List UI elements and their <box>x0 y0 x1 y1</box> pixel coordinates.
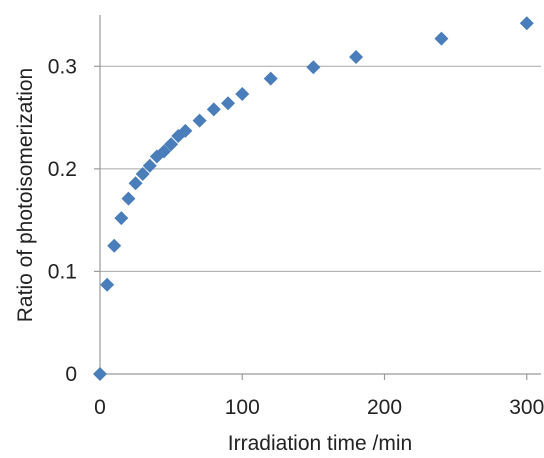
y-axis-ticks: 0 0.1 0.2 0.3 <box>48 55 100 386</box>
data-point <box>142 158 157 173</box>
data-point <box>235 86 250 101</box>
y-tick-label: 0.3 <box>48 55 77 78</box>
y-tick-label: 0 <box>65 363 77 386</box>
data-point <box>192 113 207 128</box>
data-point <box>349 50 364 65</box>
data-point <box>93 367 107 381</box>
x-tick-label: 200 <box>367 396 402 419</box>
data-point <box>164 137 179 152</box>
data-point <box>519 16 534 31</box>
y-tick-label: 0.2 <box>48 158 77 181</box>
data-point <box>135 166 150 181</box>
gridlines <box>100 65 541 272</box>
data-point <box>121 191 136 206</box>
data-point <box>114 211 129 226</box>
data-point <box>221 96 236 111</box>
x-axis-title: Irradiation time /min <box>228 432 412 455</box>
y-axis-title: Ratio of photoisomerization <box>14 68 37 322</box>
y-tick-label: 0.1 <box>48 260 77 283</box>
data-point <box>178 123 193 138</box>
x-tick-label: 0 <box>94 396 106 419</box>
data-point <box>100 277 115 292</box>
data-point <box>206 102 221 117</box>
x-axis-ticks: 0 100 200 300 <box>94 374 544 419</box>
data-points <box>93 16 534 381</box>
x-tick-label: 300 <box>509 396 544 419</box>
data-point <box>263 71 278 86</box>
data-point <box>107 238 122 253</box>
data-point <box>157 144 172 159</box>
data-point <box>434 31 449 46</box>
data-point <box>306 60 321 75</box>
data-point <box>128 176 143 191</box>
x-tick-label: 100 <box>225 396 260 419</box>
